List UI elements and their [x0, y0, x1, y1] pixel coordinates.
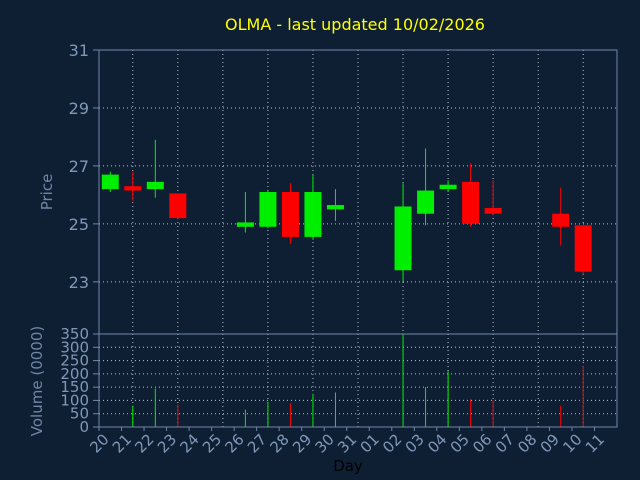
price-tick-label: 25 — [69, 215, 89, 234]
price-panel: 23 25 27 29 31 — [69, 41, 618, 335]
candle-body — [484, 207, 502, 214]
volume-tick-label: 100 — [60, 391, 89, 409]
volume-plot-border — [98, 333, 618, 428]
price-plot-border — [98, 49, 618, 335]
candle-body — [574, 225, 592, 272]
day-axis-label: Day — [333, 457, 363, 475]
candle-body — [236, 222, 254, 227]
chart-title: OLMA - last updated 10/02/2026 — [225, 15, 485, 34]
price-tick-label: 29 — [69, 99, 89, 118]
candle-body — [326, 205, 344, 210]
price-tick-label: 23 — [69, 273, 89, 292]
volume-tick-label: 50 — [70, 405, 89, 423]
price-tick-label: 31 — [69, 41, 89, 60]
day-tick-label: 11 — [582, 430, 608, 456]
candle-body — [124, 186, 142, 191]
volume-tick-label: 0 — [79, 418, 89, 436]
candle-body — [304, 192, 322, 237]
volume-tick-label: 150 — [60, 378, 89, 396]
candle-body — [417, 190, 435, 214]
volume-panel: 0501001502002503003502021222324252627282… — [60, 325, 618, 457]
candle-body — [146, 181, 164, 190]
price-axis-label: Price — [38, 174, 56, 211]
volume-tick-label: 300 — [60, 338, 89, 356]
candle-body — [169, 193, 187, 219]
volume-tick-label: 250 — [60, 352, 89, 370]
volume-tick-label: 350 — [60, 325, 89, 343]
price-tick-label: 27 — [69, 157, 89, 176]
volume-tick-label: 200 — [60, 365, 89, 383]
candle-body — [439, 184, 457, 190]
candle-body — [394, 206, 412, 271]
volume-axis-label: Volume (0000) — [28, 326, 46, 436]
candle-body — [552, 213, 570, 227]
candle-body — [462, 181, 480, 224]
candle-body — [281, 192, 299, 237]
candle-body — [101, 174, 119, 190]
candle-body — [259, 192, 277, 227]
